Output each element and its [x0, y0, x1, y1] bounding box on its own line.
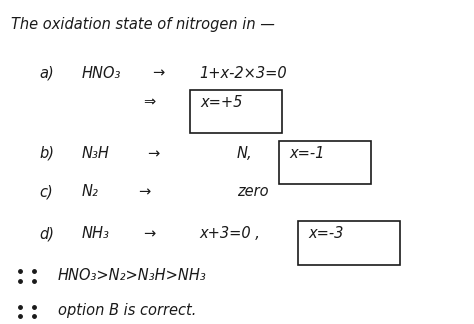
- Text: HNO₃>N₂>N₃H>NH₃: HNO₃>N₂>N₃H>NH₃: [58, 268, 207, 283]
- Text: 1+x-2×3=0: 1+x-2×3=0: [199, 66, 287, 81]
- Text: c): c): [39, 184, 53, 200]
- Text: x=-1: x=-1: [290, 146, 325, 161]
- Text: x+3=0 ,: x+3=0 ,: [199, 226, 260, 241]
- Text: zero: zero: [237, 184, 269, 200]
- Text: →: →: [147, 146, 160, 161]
- Text: →: →: [152, 66, 164, 81]
- Text: x=-3: x=-3: [309, 226, 344, 241]
- Text: d): d): [39, 226, 54, 241]
- Text: ⇒: ⇒: [143, 95, 155, 110]
- Text: →: →: [143, 226, 155, 241]
- Text: →: →: [138, 184, 150, 200]
- Text: option B is correct.: option B is correct.: [58, 303, 196, 318]
- Text: NH₃: NH₃: [82, 226, 109, 241]
- Text: HNO₃: HNO₃: [82, 66, 121, 81]
- Text: N₂: N₂: [82, 184, 99, 200]
- Text: The oxidation state of nitrogen in —: The oxidation state of nitrogen in —: [11, 17, 275, 32]
- Text: a): a): [39, 66, 54, 81]
- Text: N,: N,: [237, 146, 253, 161]
- Text: N₃H: N₃H: [82, 146, 109, 161]
- Text: x=+5: x=+5: [200, 95, 243, 110]
- Text: b): b): [39, 146, 54, 161]
